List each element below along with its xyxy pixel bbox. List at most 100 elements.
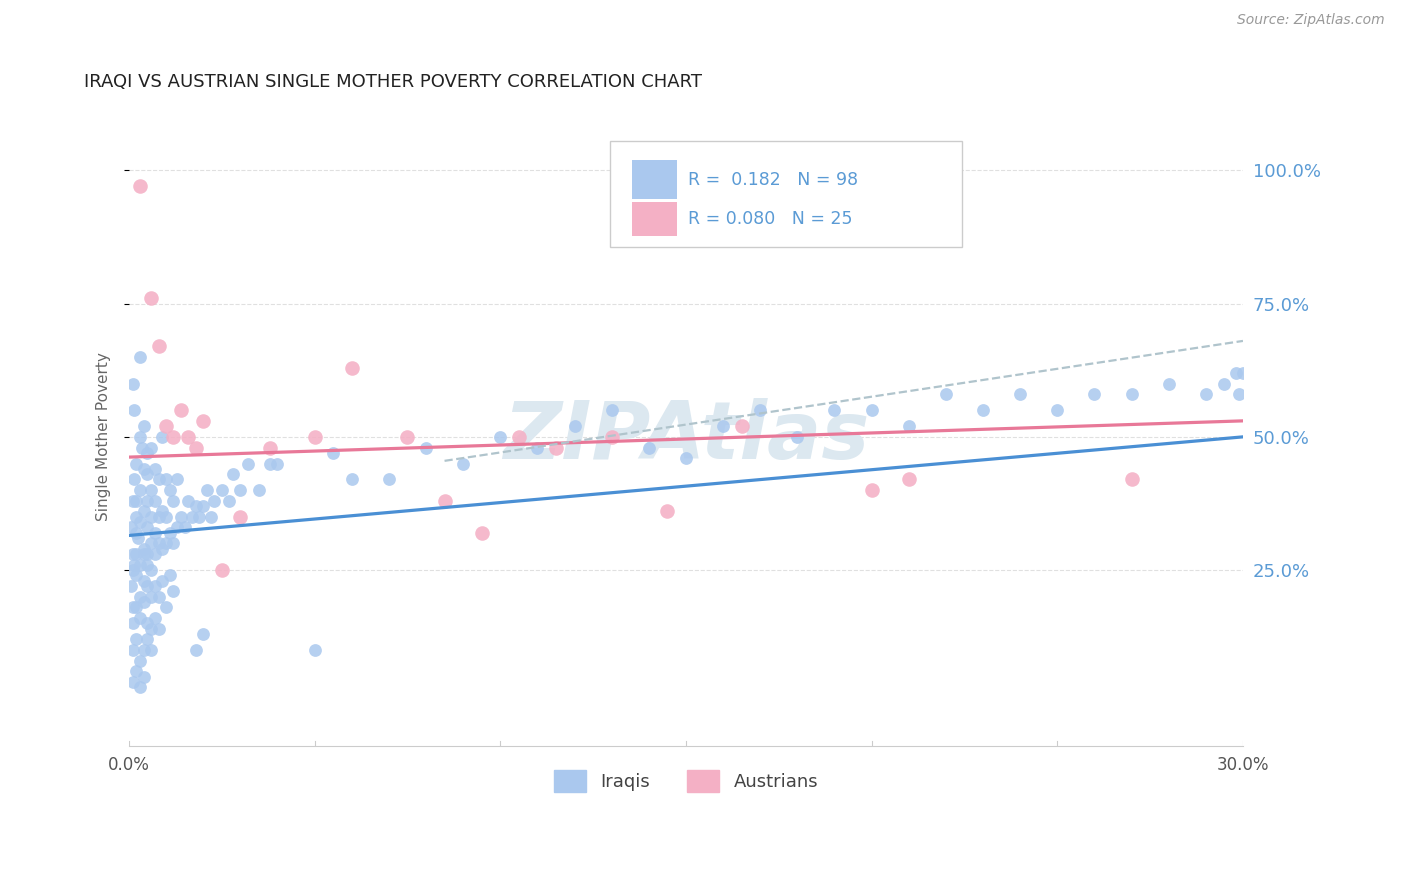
Point [141, 441, 163, 455]
Point [188, 509, 211, 524]
Point [304, 430, 326, 444]
Text: R =  0.182   N = 98: R = 0.182 N = 98 [688, 171, 858, 189]
Point [143, 611, 166, 625]
Point [125, 525, 148, 540]
Point [136, 520, 159, 534]
Point [129, 681, 152, 695]
Point [162, 584, 184, 599]
Point [749, 403, 772, 417]
Point [181, 509, 204, 524]
Point [1213, 376, 1236, 391]
Point [132, 595, 155, 609]
Point [125, 632, 148, 647]
Point [564, 419, 586, 434]
Point [132, 643, 155, 657]
Point [657, 504, 679, 518]
Point [191, 499, 214, 513]
Point [222, 467, 245, 482]
Point [184, 441, 207, 455]
Point [1195, 387, 1218, 401]
Point [132, 574, 155, 588]
Text: Source: ZipAtlas.com: Source: ZipAtlas.com [1237, 13, 1385, 28]
Point [1232, 366, 1254, 380]
Point [489, 430, 512, 444]
Point [121, 675, 143, 690]
Point [229, 483, 252, 498]
Point [162, 430, 184, 444]
Point [141, 590, 163, 604]
Point [471, 525, 494, 540]
Point [259, 457, 281, 471]
Point [526, 441, 548, 455]
Point [166, 473, 188, 487]
Point [121, 547, 143, 561]
Point [136, 579, 159, 593]
Point [177, 430, 200, 444]
Point [211, 563, 233, 577]
Point [141, 509, 163, 524]
Point [451, 457, 474, 471]
Point [860, 403, 883, 417]
Point [155, 536, 177, 550]
Point [121, 563, 143, 577]
Point [121, 376, 143, 391]
Point [637, 441, 659, 455]
Point [121, 616, 143, 631]
Point [177, 493, 200, 508]
Point [184, 643, 207, 657]
Point [259, 441, 281, 455]
Point [143, 547, 166, 561]
Point [129, 611, 152, 625]
Point [218, 493, 240, 508]
Point [141, 643, 163, 657]
Point [1083, 387, 1105, 401]
Point [125, 457, 148, 471]
Point [148, 622, 170, 636]
Point [129, 558, 152, 572]
Point [136, 446, 159, 460]
Point [141, 483, 163, 498]
Point [159, 568, 181, 582]
Point [1157, 376, 1180, 391]
Point [824, 403, 846, 417]
Point [236, 457, 259, 471]
Point [711, 419, 734, 434]
Point [935, 387, 957, 401]
Point [125, 600, 148, 615]
Point [148, 339, 170, 353]
Point [141, 563, 163, 577]
Point [155, 473, 177, 487]
Point [136, 493, 159, 508]
Point [155, 419, 177, 434]
Point [143, 462, 166, 476]
Point [191, 414, 214, 428]
Point [860, 483, 883, 498]
Point [132, 547, 155, 561]
Point [125, 665, 148, 679]
Point [148, 590, 170, 604]
Point [120, 579, 142, 593]
Point [195, 483, 218, 498]
Point [600, 403, 623, 417]
Point [1121, 387, 1143, 401]
Point [148, 473, 170, 487]
Point [141, 536, 163, 550]
Y-axis label: Single Mother Poverty: Single Mother Poverty [96, 352, 111, 521]
Point [136, 558, 159, 572]
Point [132, 462, 155, 476]
Point [124, 473, 146, 487]
Point [211, 483, 233, 498]
Point [162, 536, 184, 550]
Point [120, 520, 142, 534]
Point [173, 520, 195, 534]
Point [166, 520, 188, 534]
Point [129, 654, 152, 668]
Point [131, 441, 153, 455]
Point [121, 643, 143, 657]
Point [200, 509, 222, 524]
FancyBboxPatch shape [633, 202, 678, 235]
Point [600, 430, 623, 444]
Point [170, 403, 193, 417]
Point [150, 504, 173, 518]
Point [132, 419, 155, 434]
